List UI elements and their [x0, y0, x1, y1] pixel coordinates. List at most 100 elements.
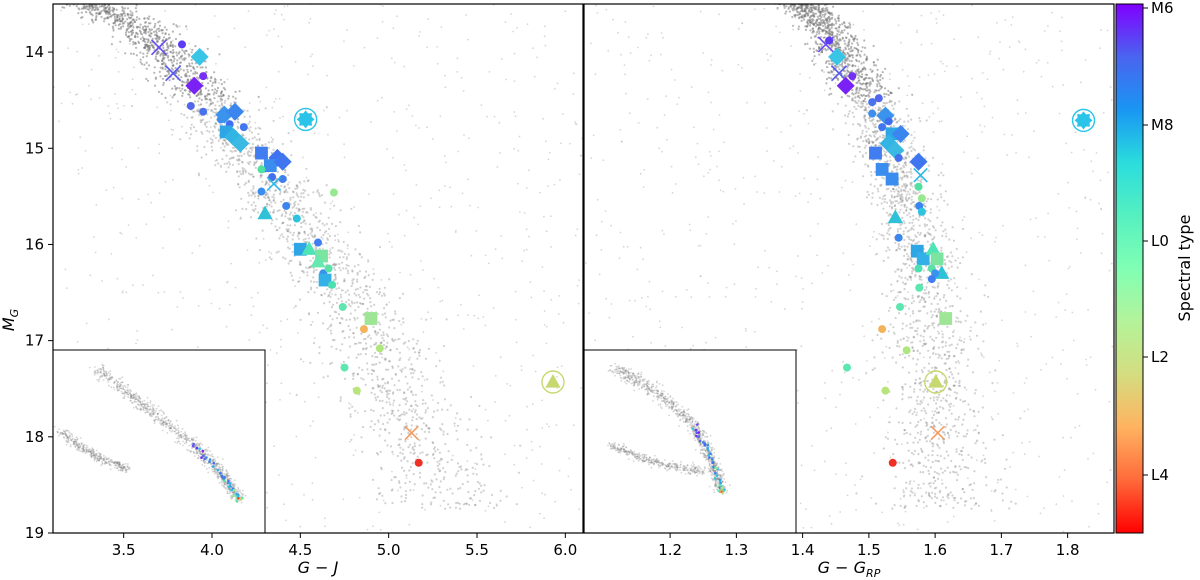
- field-star: [361, 368, 364, 372]
- field-star: [315, 247, 318, 250]
- field-star: [145, 38, 148, 41]
- field-star: [418, 354, 421, 357]
- inset-star: [139, 409, 142, 412]
- field-star: [192, 110, 195, 113]
- inset-star: [232, 491, 235, 494]
- inset-star: [200, 452, 203, 455]
- field-star: [265, 34, 268, 36]
- field-star: [455, 472, 458, 475]
- field-star: [423, 430, 426, 433]
- field-star: [273, 13, 276, 15]
- inset-star: [151, 411, 153, 414]
- inset-star: [168, 422, 171, 425]
- field-star: [267, 196, 270, 199]
- field-star: [211, 81, 215, 84]
- field-star: [295, 192, 298, 195]
- field-star: [193, 110, 196, 113]
- field-star: [181, 80, 184, 83]
- field-star: [277, 35, 280, 38]
- field-star: [133, 66, 135, 69]
- field-star: [111, 35, 114, 38]
- field-star: [132, 43, 135, 46]
- field-star: [157, 38, 160, 41]
- inset-star: [149, 412, 151, 415]
- field-star: [459, 303, 462, 306]
- field-star: [416, 339, 419, 342]
- field-star: [272, 193, 276, 196]
- field-star: [499, 499, 502, 502]
- field-star: [237, 121, 240, 124]
- field-star: [158, 29, 161, 33]
- inset-star: [196, 452, 199, 454]
- field-star: [463, 134, 465, 136]
- field-star: [410, 363, 413, 366]
- field-star: [54, 0, 56, 1]
- field-star: [189, 65, 192, 68]
- field-star: [112, 9, 115, 12]
- field-star: [144, 28, 148, 31]
- field-star: [68, 1, 70, 3]
- inset-star: [130, 394, 133, 396]
- field-star: [98, 12, 101, 15]
- field-star: [168, 79, 171, 82]
- field-star: [96, 8, 99, 11]
- field-star: [215, 62, 217, 65]
- field-star: [197, 108, 200, 111]
- field-star: [283, 5, 286, 8]
- field-star: [152, 18, 155, 21]
- inset-star: [136, 403, 139, 406]
- inset-star: [119, 385, 122, 388]
- inset-star: [135, 400, 138, 403]
- field-star: [455, 429, 458, 432]
- field-star: [457, 150, 460, 153]
- inset-star: [113, 381, 116, 384]
- inset-star: [122, 385, 124, 387]
- field-star: [210, 100, 213, 103]
- field-star: [312, 276, 315, 279]
- field-star: [260, 162, 263, 165]
- field-star: [962, 435, 965, 438]
- field-star: [257, 291, 259, 294]
- field-star: [135, 342, 137, 345]
- inset-star: [116, 382, 119, 385]
- field-star: [258, 248, 262, 252]
- field-star: [249, 160, 252, 163]
- field-star: [421, 384, 424, 387]
- field-star: [536, 56, 538, 59]
- field-star: [253, 209, 256, 213]
- field-star: [165, 48, 168, 52]
- inset-star: [124, 391, 127, 394]
- field-star: [407, 339, 410, 343]
- field-star: [95, 1, 97, 3]
- field-star: [176, 59, 179, 62]
- field-star: [906, 339, 909, 342]
- field-star: [532, 354, 535, 357]
- field-star: [103, 17, 106, 20]
- field-star: [461, 192, 464, 195]
- field-star: [370, 121, 372, 123]
- field-star: [403, 65, 406, 68]
- field-star: [270, 151, 273, 154]
- field-star: [506, 383, 509, 385]
- field-star: [284, 169, 287, 172]
- inset-star: [201, 453, 203, 456]
- field-star: [322, 238, 324, 240]
- field-star: [393, 476, 396, 479]
- field-star: [329, 248, 332, 251]
- field-star: [356, 280, 359, 283]
- inset-star: [180, 436, 183, 439]
- field-star: [284, 519, 287, 522]
- field-star: [234, 97, 237, 100]
- y-tick-label: 14: [25, 43, 44, 61]
- inset-star: [104, 375, 107, 377]
- field-star: [196, 149, 199, 152]
- field-star: [115, 8, 118, 11]
- inset-star: [136, 398, 138, 400]
- field-star: [169, 103, 172, 106]
- field-star: [406, 382, 409, 385]
- field-star: [576, 228, 579, 231]
- field-star: [442, 430, 445, 433]
- inset-star: [229, 480, 232, 482]
- field-star: [342, 240, 345, 244]
- field-star: [166, 70, 169, 73]
